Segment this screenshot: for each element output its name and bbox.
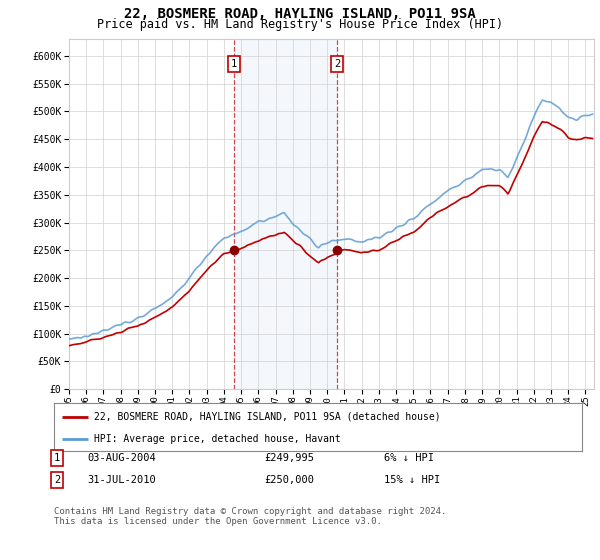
Text: 1: 1 <box>54 453 60 463</box>
Text: Price paid vs. HM Land Registry's House Price Index (HPI): Price paid vs. HM Land Registry's House … <box>97 18 503 31</box>
Text: HPI: Average price, detached house, Havant: HPI: Average price, detached house, Hava… <box>94 434 340 444</box>
Text: 22, BOSMERE ROAD, HAYLING ISLAND, PO11 9SA: 22, BOSMERE ROAD, HAYLING ISLAND, PO11 9… <box>124 7 476 21</box>
Text: Contains HM Land Registry data © Crown copyright and database right 2024.
This d: Contains HM Land Registry data © Crown c… <box>54 507 446 526</box>
Text: 2: 2 <box>54 475 60 485</box>
Text: 6% ↓ HPI: 6% ↓ HPI <box>384 453 434 463</box>
Text: £250,000: £250,000 <box>264 475 314 485</box>
Text: 03-AUG-2004: 03-AUG-2004 <box>87 453 156 463</box>
Text: 2: 2 <box>334 59 340 69</box>
Text: 31-JUL-2010: 31-JUL-2010 <box>87 475 156 485</box>
Text: 15% ↓ HPI: 15% ↓ HPI <box>384 475 440 485</box>
Bar <box>234 39 337 389</box>
Text: £249,995: £249,995 <box>264 453 314 463</box>
Text: 1: 1 <box>231 59 237 69</box>
Text: 22, BOSMERE ROAD, HAYLING ISLAND, PO11 9SA (detached house): 22, BOSMERE ROAD, HAYLING ISLAND, PO11 9… <box>94 412 440 422</box>
